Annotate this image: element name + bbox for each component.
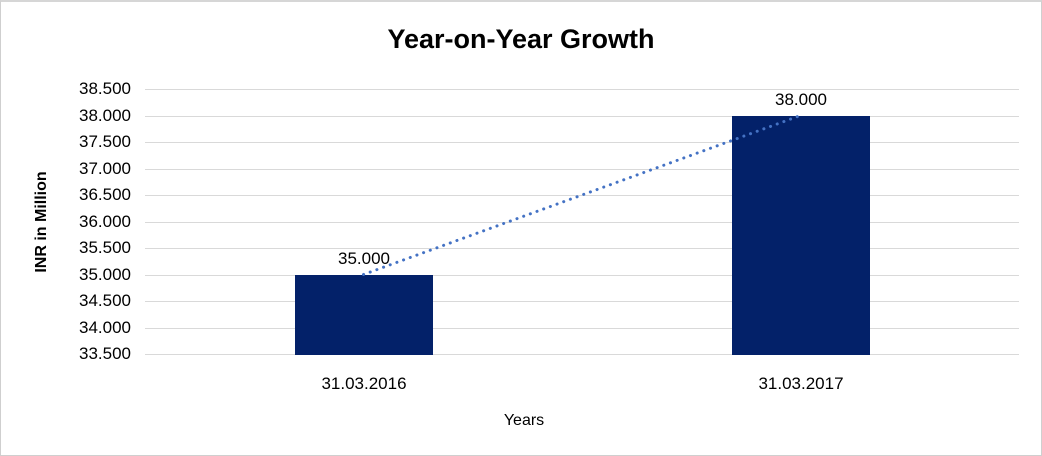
x-tick-label: 31.03.2017: [758, 374, 844, 393]
gridline: [145, 116, 1019, 117]
gridline: [145, 301, 1019, 302]
y-tick-label: 38.000: [79, 106, 131, 125]
bar-data-label: 35.000: [338, 249, 390, 268]
y-tick-label: 34.000: [79, 318, 131, 337]
x-axis-title: Years: [503, 412, 545, 429]
gridline: [145, 328, 1019, 329]
y-tick-label: 36.000: [79, 212, 131, 231]
gridline: [145, 169, 1019, 170]
y-tick-label: 37.000: [79, 159, 131, 178]
gridline: [145, 142, 1019, 143]
y-tick-label: 33.500: [79, 344, 131, 363]
y-tick-label: 36.500: [79, 185, 131, 204]
gridline: [145, 248, 1019, 249]
bar-31.03.2016: [295, 275, 433, 355]
y-tick-label: 35.000: [79, 265, 131, 284]
y-tick-label: 35.500: [79, 238, 131, 257]
y-tick-label: 38.500: [79, 79, 131, 98]
gridline: [145, 89, 1019, 90]
bar-data-label: 38.000: [775, 90, 827, 109]
gridline: [145, 222, 1019, 223]
bar-31.03.2017: [732, 116, 870, 355]
gridline: [145, 354, 1019, 355]
gridline: [145, 275, 1019, 276]
gridline: [145, 195, 1019, 196]
x-tick-label: 31.03.2016: [321, 374, 407, 393]
y-tick-label: 34.500: [79, 291, 131, 310]
chart-title: Year-on-Year Growth: [387, 24, 655, 54]
y-tick-label: 37.500: [79, 132, 131, 151]
